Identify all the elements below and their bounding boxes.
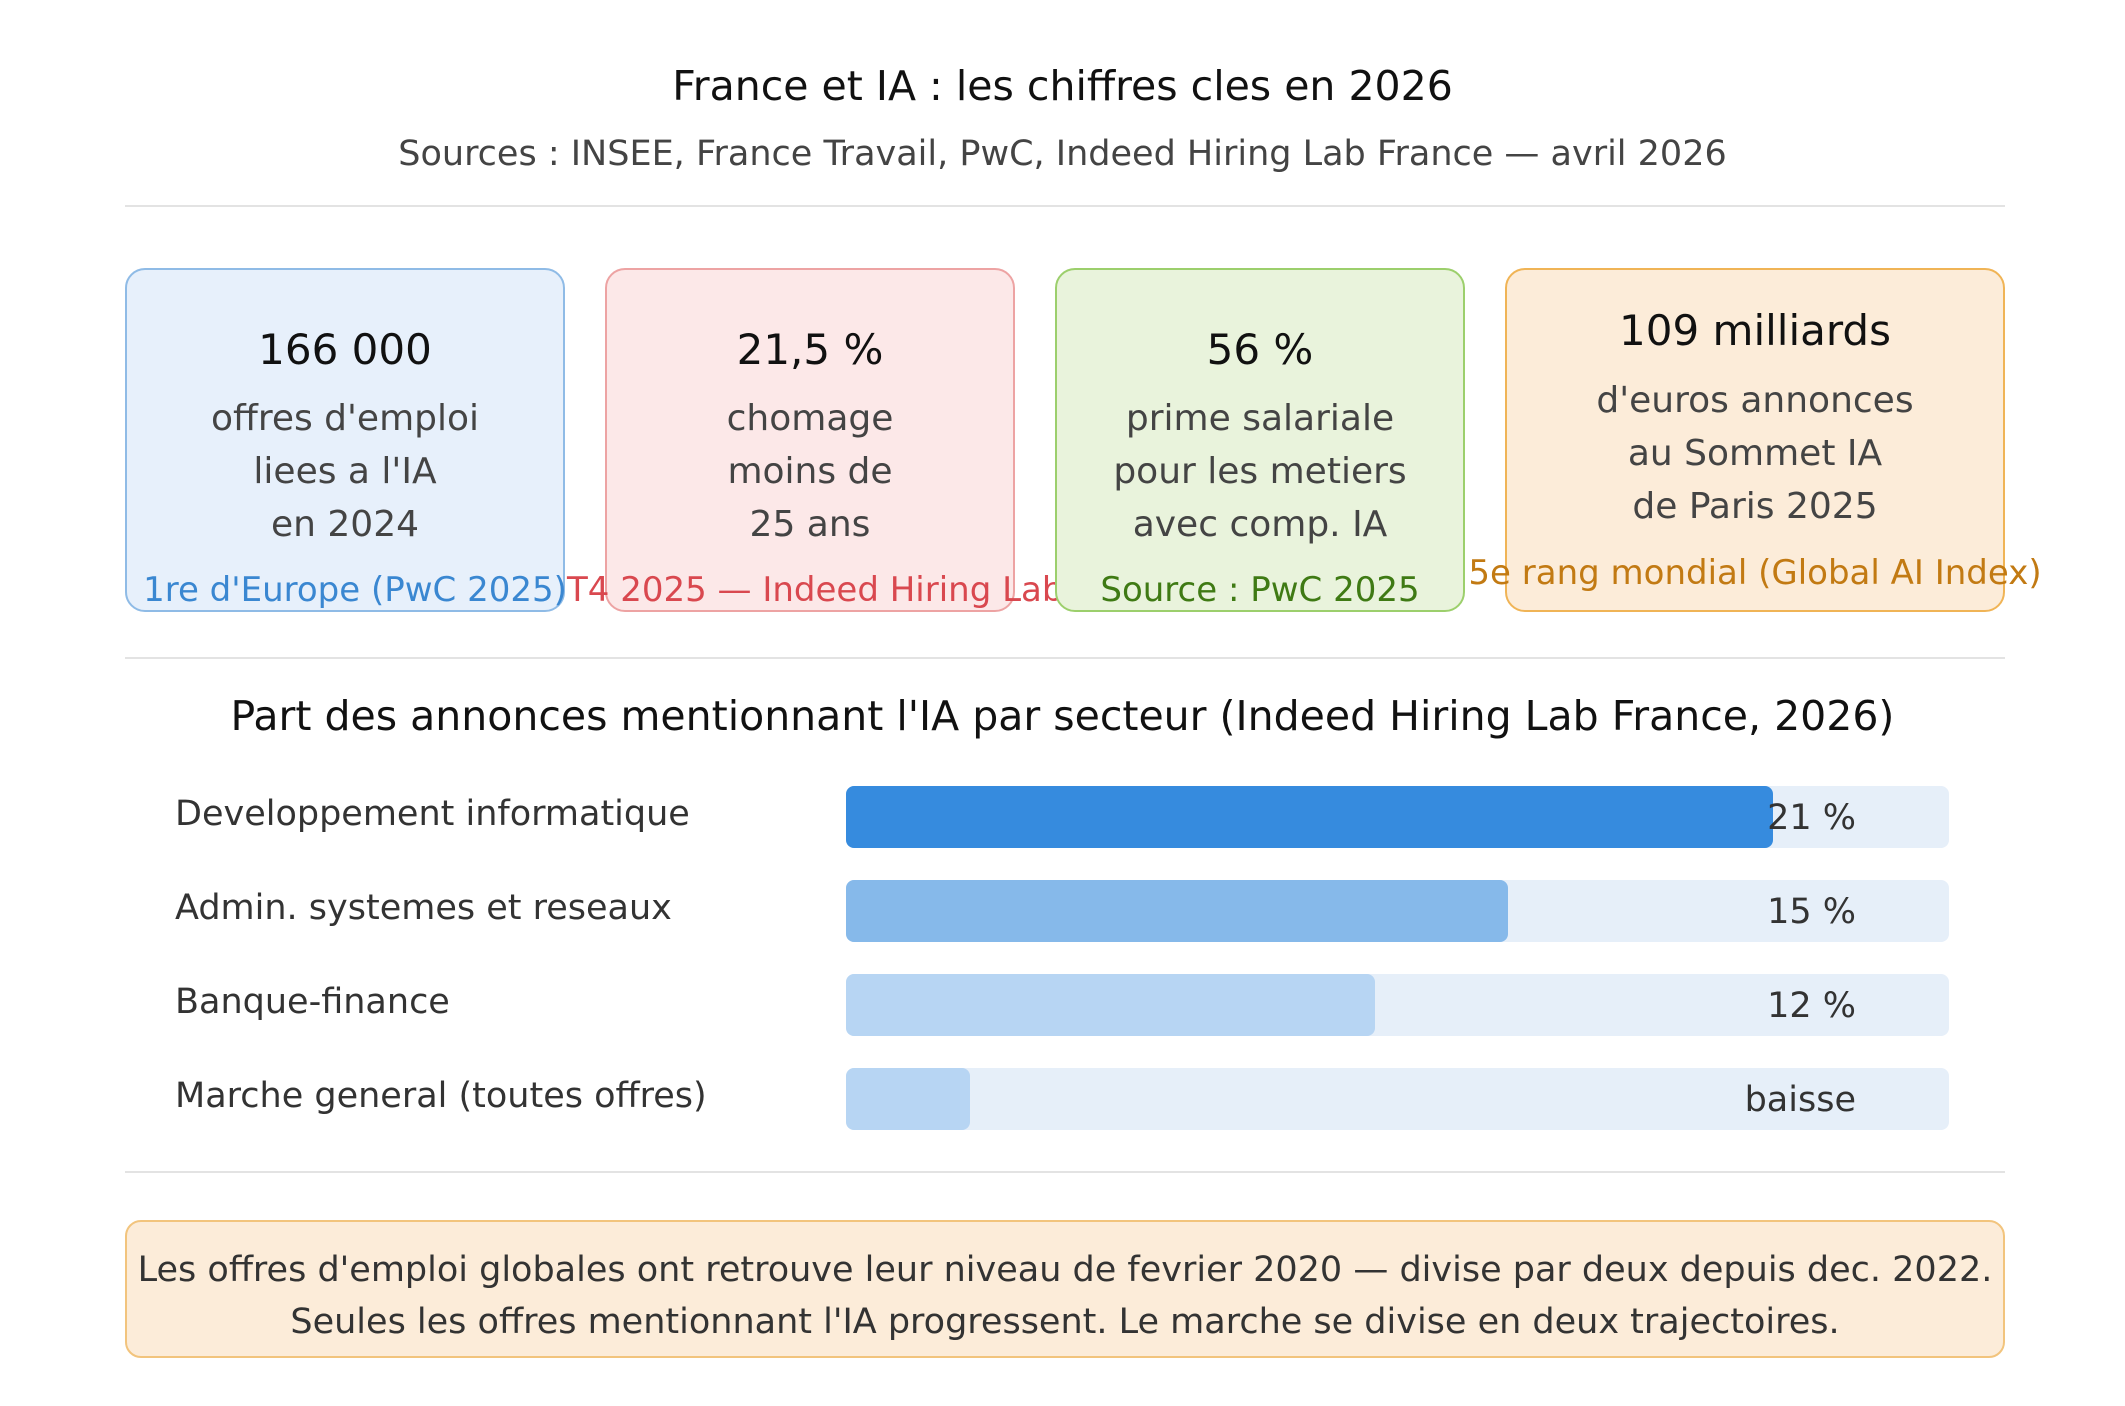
- bar-track: [846, 880, 1949, 942]
- stat-value: 109 milliards: [1619, 306, 1891, 355]
- page-title: France et IA : les chiffres cles en 2026: [672, 62, 1453, 110]
- chart-title: Part des annonces mentionnant l'IA par s…: [230, 692, 1895, 740]
- footer-line-2: Seules les offres mentionnant l'IA progr…: [290, 1302, 1840, 1342]
- stat-note: 1re d'Europe (PwC 2025): [143, 570, 567, 610]
- chart-divider: [125, 1171, 2005, 1173]
- stat-card-investment: 109 milliards d'euros annonces au Sommet…: [1468, 268, 2042, 612]
- stat-description: prime salariale pour les metiers avec co…: [1113, 398, 1407, 545]
- cards-divider: [125, 657, 2005, 659]
- stat-description: d'euros annonces au Sommet IA de Paris 2…: [1596, 380, 1914, 527]
- bar-value-label: 12 %: [1767, 986, 1856, 1026]
- bar-track: [846, 974, 1949, 1036]
- bar: [846, 1068, 970, 1130]
- stat-note: Source : PwC 2025: [1100, 570, 1420, 610]
- stat-note: T4 2025 — Indeed Hiring Lab: [567, 570, 1064, 610]
- footer-line-1: Les offres d'emploi globales ont retrouv…: [137, 1250, 1993, 1290]
- stat-note: 5e rang mondial (Global AI Index): [1468, 553, 2042, 593]
- bar-category-label: Developpement informatique: [175, 794, 690, 834]
- stat-description: chomage moins de 25 ans: [726, 398, 894, 545]
- stat-card-ai-jobs: 166 000 offres d'emploi liees a l'IA en …: [125, 268, 567, 612]
- bar-category-label: Admin. systemes et reseaux: [175, 888, 672, 928]
- bar-value-label: baisse: [1744, 1080, 1856, 1120]
- bar-track: [846, 1068, 1949, 1130]
- bar-value-label: 21 %: [1767, 798, 1856, 838]
- footer-callout: Les offres d'emploi globales ont retrouv…: [125, 1220, 2005, 1358]
- bar-value-label: 15 %: [1767, 892, 1856, 932]
- stat-value: 166 000: [258, 325, 432, 374]
- stat-card-salary-premium: 56 % prime salariale pour les metiers av…: [1055, 268, 1465, 612]
- stat-value: 56 %: [1206, 325, 1314, 374]
- header-divider: [125, 205, 2005, 207]
- stat-description: offres d'emploi liees a l'IA en 2024: [210, 398, 480, 545]
- bar-track: [846, 786, 1949, 848]
- bar-category-label: Banque-finance: [175, 982, 450, 1022]
- bar: [846, 880, 1508, 942]
- stat-value: 21,5 %: [736, 325, 884, 374]
- page-subtitle: Sources : INSEE, France Travail, PwC, In…: [398, 134, 1727, 174]
- bar: [846, 786, 1773, 848]
- bar: [846, 974, 1375, 1036]
- stat-card-youth-unemployment: 21,5 % chomage moins de 25 ans T4 2025 —…: [567, 268, 1063, 612]
- bar-category-label: Marche general (toutes offres): [175, 1076, 707, 1116]
